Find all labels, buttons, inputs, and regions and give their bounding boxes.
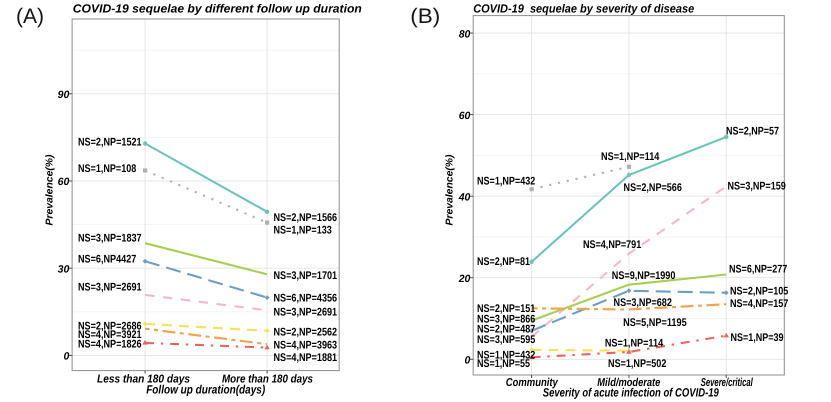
svg-text:80: 80	[459, 28, 471, 40]
svg-text:Severity of acute infection of: Severity of acute infection of COVID-19	[543, 386, 719, 400]
svg-text:NS=2,NP=487: NS=2,NP=487	[477, 324, 535, 336]
svg-text:Severe/critical: Severe/critical	[701, 377, 754, 389]
svg-text:60: 60	[459, 110, 471, 122]
svg-text:NS=2,NP=105: NS=2,NP=105	[730, 285, 788, 297]
svg-text:NS=2,NP=57: NS=2,NP=57	[726, 126, 779, 138]
svg-text:(B): (B)	[410, 5, 440, 28]
svg-text:COVID-19 sequelae by different: COVID-19 sequelae by different follow up…	[73, 2, 362, 16]
svg-text:NS=9,NP=1990: NS=9,NP=1990	[612, 270, 676, 282]
svg-text:20: 20	[458, 273, 471, 285]
svg-text:Follow up duration(days): Follow up duration(days)	[146, 383, 265, 397]
svg-text:NS=5,NP=1195: NS=5,NP=1195	[623, 317, 687, 329]
svg-text:NS=1,NP=432: NS=1,NP=432	[477, 349, 535, 361]
svg-text:0: 0	[63, 351, 69, 363]
svg-text:90: 90	[58, 89, 70, 101]
svg-text:NS=3,NP=1837: NS=3,NP=1837	[78, 232, 142, 244]
svg-text:NS=6,NP4427: NS=6,NP4427	[78, 254, 136, 266]
svg-text:Community: Community	[506, 377, 558, 389]
svg-text:Prevalence(%): Prevalence(%)	[445, 154, 456, 226]
svg-text:NS=1,NP=502: NS=1,NP=502	[608, 358, 666, 370]
svg-text:NS=3,NP=159: NS=3,NP=159	[728, 181, 786, 193]
svg-text:30: 30	[58, 263, 70, 275]
svg-text:More than 180 days: More than 180 days	[222, 373, 313, 385]
svg-text:COVID-19 sequelae by severity: COVID-19 sequelae by severity of disease	[473, 2, 694, 16]
svg-text:NS=3,NP=682: NS=3,NP=682	[614, 297, 672, 309]
svg-text:NS=2,NP=566: NS=2,NP=566	[624, 182, 682, 194]
svg-text:NS=1,NP=55: NS=1,NP=55	[477, 358, 530, 370]
svg-text:NS=3,NP=2691: NS=3,NP=2691	[274, 307, 338, 319]
svg-text:NS=4,NP=1826: NS=4,NP=1826	[78, 339, 142, 351]
svg-text:NS=4,NP=1881: NS=4,NP=1881	[274, 352, 338, 364]
svg-text:NS=1,NP=432: NS=1,NP=432	[477, 176, 535, 188]
svg-text:NS=6,NP=277: NS=6,NP=277	[729, 264, 787, 276]
svg-text:NS=2,NP=151: NS=2,NP=151	[477, 303, 535, 315]
svg-text:60: 60	[58, 176, 70, 188]
svg-text:NS=1,NP=133: NS=1,NP=133	[274, 225, 332, 237]
svg-text:NS=1,NP=108: NS=1,NP=108	[78, 163, 136, 175]
svg-text:Mild/moderate: Mild/moderate	[597, 377, 660, 389]
svg-text:NS=4,NP=157: NS=4,NP=157	[730, 298, 788, 310]
svg-text:NS=1,NP=39: NS=1,NP=39	[731, 332, 784, 344]
svg-text:NS=1,NP=114: NS=1,NP=114	[601, 151, 660, 163]
svg-text:NS=3,NP=866: NS=3,NP=866	[477, 313, 535, 325]
svg-text:NS=1,NP=114: NS=1,NP=114	[605, 338, 664, 350]
svg-text:40: 40	[458, 191, 471, 203]
svg-text:NS=4,NP=3921: NS=4,NP=3921	[78, 329, 142, 341]
svg-text:NS=2,NP=81: NS=2,NP=81	[477, 256, 530, 268]
svg-text:NS=4,NP=791: NS=4,NP=791	[583, 239, 641, 251]
svg-text:NS=2,NP=1566: NS=2,NP=1566	[274, 212, 338, 224]
svg-text:NS=2,NP=2562: NS=2,NP=2562	[274, 326, 338, 338]
svg-text:NS=3,NP=1701: NS=3,NP=1701	[274, 270, 338, 282]
svg-text:NS=3,NP=595: NS=3,NP=595	[477, 334, 535, 346]
svg-text:NS=4,NP=3963: NS=4,NP=3963	[274, 340, 338, 352]
svg-text:NS=3,NP=2691: NS=3,NP=2691	[78, 282, 142, 294]
svg-text:(A): (A)	[16, 5, 44, 28]
svg-text:NS=6,NP=4356: NS=6,NP=4356	[274, 292, 338, 304]
svg-text:NS=2,NP=1521: NS=2,NP=1521	[78, 137, 142, 149]
svg-text:Prevalence(%): Prevalence(%)	[45, 154, 56, 226]
svg-text:0: 0	[465, 355, 471, 367]
svg-text:Less than 180 days: Less than 180 days	[97, 373, 190, 385]
svg-text:NS=2,NP=2686: NS=2,NP=2686	[78, 320, 142, 332]
